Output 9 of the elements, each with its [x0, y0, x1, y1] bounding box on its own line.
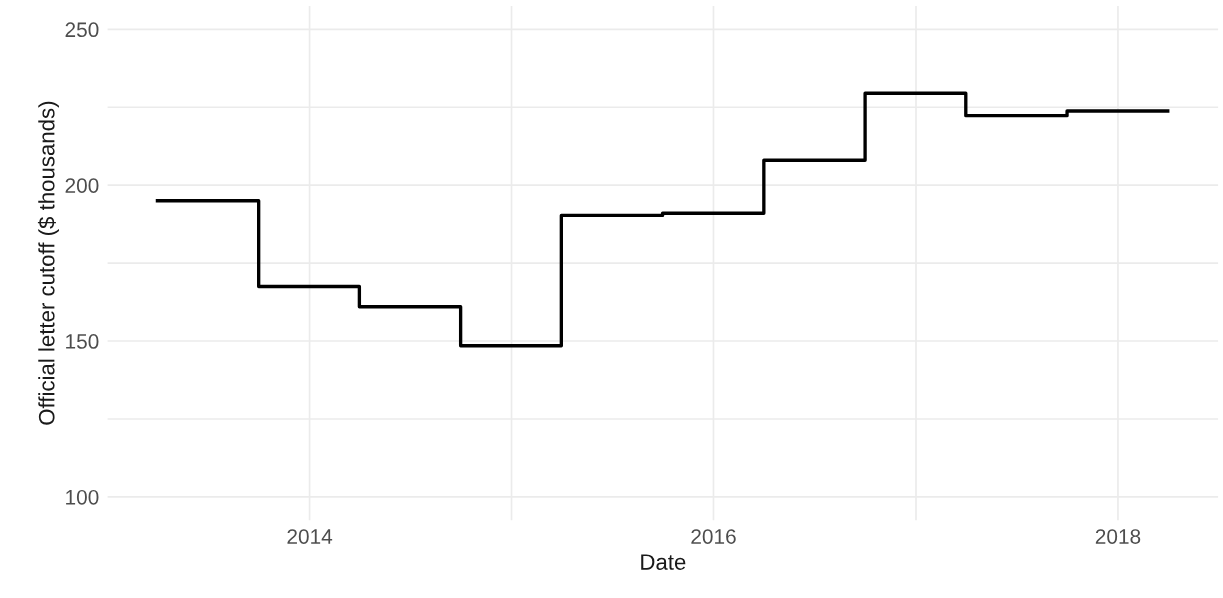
- x-tick-label: 2016: [691, 529, 736, 544]
- y-tick-label: 250: [65, 22, 99, 38]
- x-axis-title: Date: [641, 554, 686, 570]
- y-tick-label: 150: [66, 334, 99, 349]
- x-tick-label: 2014: [287, 529, 333, 544]
- x-tick-label: 2018: [1095, 529, 1141, 544]
- y-tick-label: 200: [65, 178, 99, 193]
- y-tick-label: 100: [66, 489, 99, 505]
- y-axis-title: Official letter cutoff ($ thousands): [37, 101, 59, 425]
